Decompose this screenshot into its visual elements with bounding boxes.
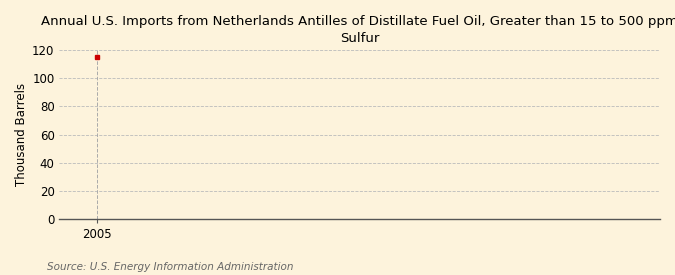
- Text: Source: U.S. Energy Information Administration: Source: U.S. Energy Information Administ…: [47, 262, 294, 272]
- Title: Annual U.S. Imports from Netherlands Antilles of Distillate Fuel Oil, Greater th: Annual U.S. Imports from Netherlands Ant…: [41, 15, 675, 45]
- Y-axis label: Thousand Barrels: Thousand Barrels: [15, 83, 28, 186]
